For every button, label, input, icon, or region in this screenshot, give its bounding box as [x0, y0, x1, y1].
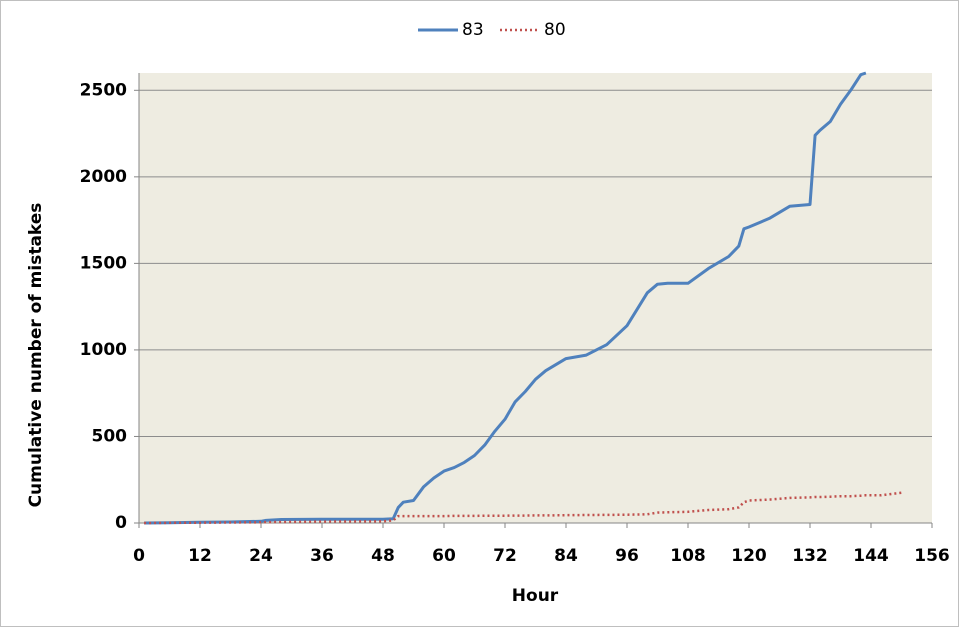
y-axis-label: Cumulative number of mistakes — [26, 203, 46, 508]
x-tick-label: 0 — [133, 546, 145, 566]
x-tick-label: 72 — [493, 546, 517, 566]
x-tick-label: 144 — [853, 546, 889, 566]
y-tick-label: 1500 — [80, 253, 127, 273]
series-line — [144, 71, 867, 525]
x-tick-label: 96 — [615, 546, 639, 566]
y-tick-label: 2500 — [80, 80, 127, 100]
x-tick-label: 24 — [249, 546, 273, 566]
x-tick-label: 12 — [188, 546, 212, 566]
x-tick-label: 156 — [914, 546, 950, 566]
legend-label: 83 — [462, 20, 484, 40]
x-tick-label: 120 — [731, 546, 767, 566]
y-tick-label: 2000 — [80, 167, 127, 187]
x-tick-label: 36 — [310, 546, 334, 566]
x-tick-label: 84 — [554, 546, 578, 566]
x-tick-label: 108 — [670, 546, 706, 566]
y-tick-label: 0 — [115, 513, 127, 533]
y-tick-label: 500 — [92, 426, 128, 446]
legend-label: 80 — [544, 20, 566, 40]
x-tick-label: 60 — [432, 546, 456, 566]
plot-area — [139, 73, 932, 523]
x-axis-label: Hour — [512, 586, 559, 606]
x-tick-label: 48 — [371, 546, 395, 566]
x-tick-label: 132 — [792, 546, 828, 566]
y-tick-label: 1000 — [80, 340, 127, 360]
